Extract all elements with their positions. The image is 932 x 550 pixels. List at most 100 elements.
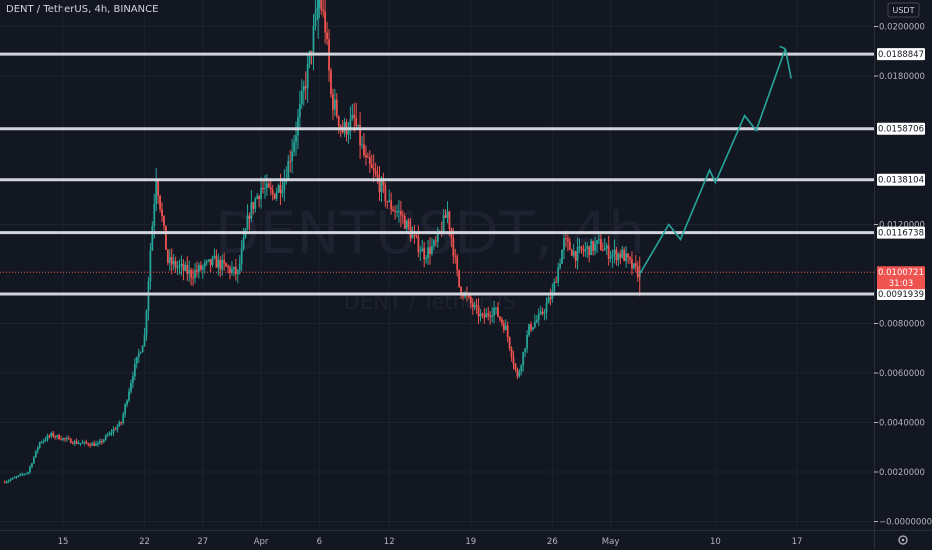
candle bbox=[332, 88, 334, 121]
candle bbox=[128, 387, 130, 403]
candle bbox=[384, 181, 387, 208]
candle bbox=[11, 477, 14, 480]
candle bbox=[64, 437, 66, 442]
candle bbox=[522, 351, 525, 372]
projection-arrowhead bbox=[784, 48, 792, 79]
header-sep-2: , bbox=[107, 4, 114, 15]
candle bbox=[168, 249, 171, 271]
candle bbox=[436, 227, 439, 248]
symbol-name: DENT / TetherUS bbox=[6, 4, 89, 15]
level-line[interactable]: 0.0158706 bbox=[0, 122, 925, 135]
candle bbox=[347, 121, 350, 144]
candle bbox=[378, 166, 381, 201]
candle bbox=[497, 301, 499, 318]
candle bbox=[370, 154, 373, 169]
symbol-header: DENT / TetherUS, 4h, BINANCE bbox=[6, 4, 158, 15]
candle bbox=[607, 235, 610, 266]
gear-icon[interactable] bbox=[898, 535, 908, 545]
candle bbox=[399, 200, 402, 228]
price-axis[interactable]: USDT0.02400000.02200000.02000000.0180000… bbox=[874, 0, 932, 550]
candle bbox=[469, 293, 472, 309]
candle bbox=[576, 237, 579, 270]
candle bbox=[265, 174, 268, 196]
level-axis-tag: 0.0091939 bbox=[877, 287, 925, 300]
level-axis-tag: 0.0138104 bbox=[877, 173, 925, 186]
candle bbox=[71, 441, 74, 445]
candle bbox=[485, 308, 488, 318]
level-axis-tag: 0.0158706 bbox=[877, 122, 925, 135]
candle bbox=[209, 259, 212, 273]
candle bbox=[32, 456, 35, 464]
candle bbox=[122, 411, 125, 425]
price-tick-label: 0.0120000 bbox=[879, 221, 925, 231]
candle bbox=[526, 329, 528, 353]
candle bbox=[285, 166, 288, 185]
candle bbox=[256, 192, 259, 200]
candle bbox=[223, 252, 226, 271]
candle bbox=[506, 321, 509, 342]
candle bbox=[596, 239, 598, 253]
candle bbox=[65, 435, 68, 442]
candle bbox=[508, 336, 511, 352]
level-line[interactable]: 0.0138104 bbox=[0, 173, 925, 186]
candle bbox=[541, 307, 544, 316]
candle bbox=[250, 190, 253, 223]
candle bbox=[52, 430, 55, 438]
candle bbox=[145, 309, 148, 341]
candle bbox=[246, 204, 249, 231]
candle bbox=[374, 162, 377, 177]
candle bbox=[120, 421, 123, 426]
candle bbox=[491, 307, 494, 323]
candle bbox=[19, 473, 22, 477]
candle bbox=[203, 259, 206, 274]
candle bbox=[487, 306, 490, 321]
candle bbox=[479, 309, 482, 322]
candle bbox=[423, 241, 426, 268]
candle bbox=[580, 245, 583, 254]
time-axis[interactable]: 15 22 27 Apr 6 12 19 26 May 10 17 bbox=[0, 530, 932, 550]
candle bbox=[349, 106, 352, 140]
candle bbox=[322, 0, 325, 18]
candle bbox=[549, 288, 552, 306]
candle bbox=[180, 255, 183, 276]
candle bbox=[390, 192, 393, 215]
candle bbox=[396, 204, 398, 218]
candle bbox=[543, 308, 546, 321]
candle bbox=[102, 438, 105, 444]
candle bbox=[559, 258, 562, 270]
candle bbox=[341, 119, 344, 134]
candle bbox=[60, 435, 62, 441]
candle bbox=[277, 183, 280, 193]
projection-line[interactable] bbox=[639, 48, 787, 275]
candle bbox=[434, 235, 437, 247]
price-tick-label: 0.0080000 bbox=[879, 320, 925, 330]
candle bbox=[213, 248, 216, 260]
candle bbox=[518, 368, 521, 378]
level-axis-label: 0.0138104 bbox=[878, 176, 924, 186]
candle bbox=[403, 212, 406, 230]
candle bbox=[530, 321, 532, 333]
candle bbox=[500, 316, 503, 327]
projection-path[interactable] bbox=[639, 45, 792, 275]
candle bbox=[161, 202, 163, 222]
currency-button[interactable]: USDT bbox=[887, 2, 920, 18]
candle bbox=[516, 367, 519, 380]
candle bbox=[473, 301, 476, 311]
time-tick-label: 12 bbox=[384, 537, 395, 547]
candle bbox=[432, 238, 435, 250]
candles bbox=[3, 0, 641, 484]
candle bbox=[166, 248, 169, 266]
candle bbox=[502, 320, 505, 334]
time-tick-label: 6 bbox=[317, 537, 322, 547]
candle bbox=[17, 475, 20, 478]
candle bbox=[483, 308, 486, 324]
price-tick-label: 0.0200000 bbox=[879, 23, 925, 33]
candle bbox=[217, 253, 220, 276]
candle bbox=[7, 479, 10, 483]
candle bbox=[592, 240, 595, 256]
projection-arrowhead bbox=[779, 45, 786, 50]
candle bbox=[623, 247, 626, 262]
candle bbox=[634, 254, 637, 273]
